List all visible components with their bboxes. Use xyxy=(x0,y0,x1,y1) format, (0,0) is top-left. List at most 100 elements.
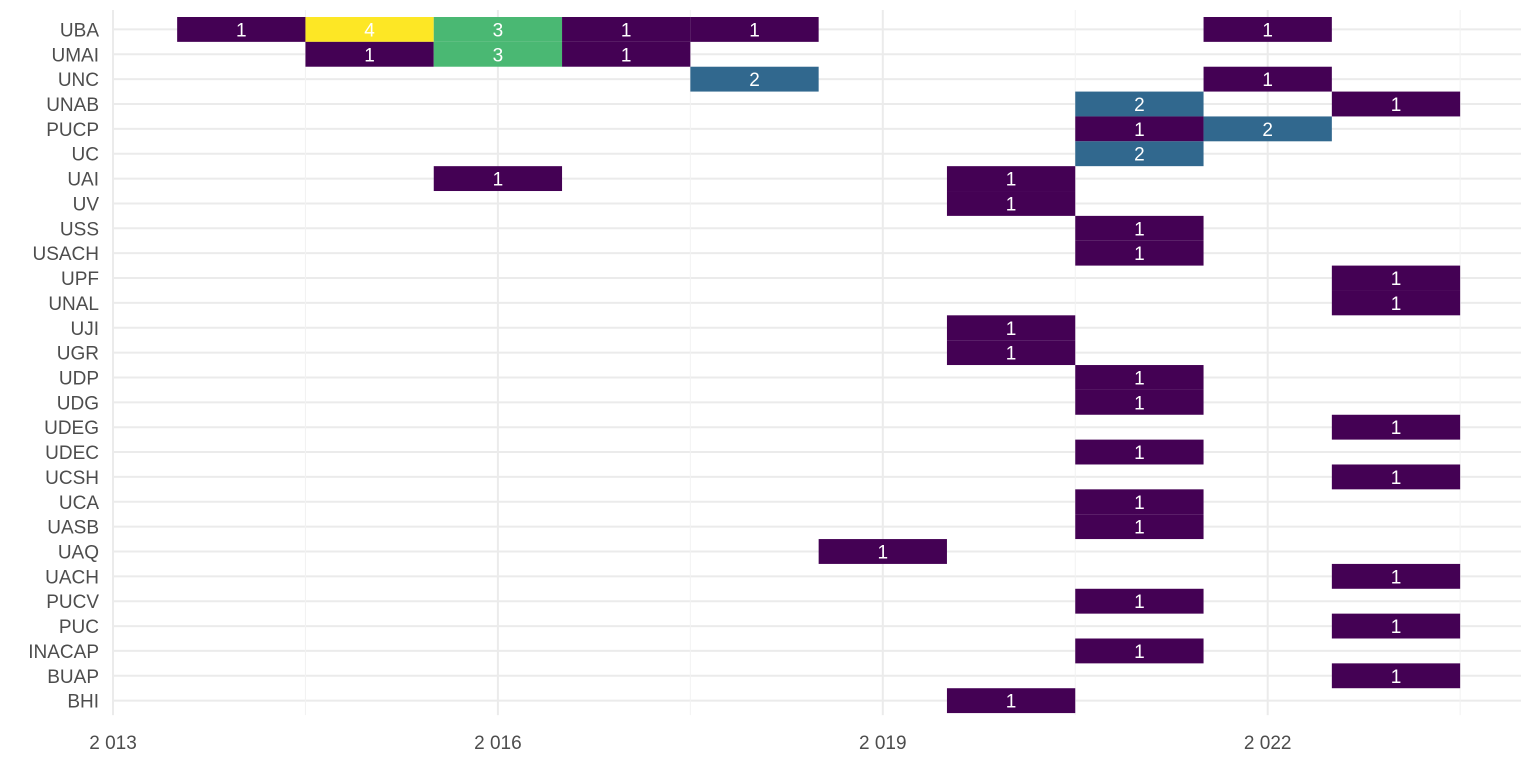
heatmap-cell xyxy=(1075,116,1204,142)
heatmap-cell xyxy=(562,17,691,42)
cell-value-label: 3 xyxy=(493,45,504,66)
heatmap-cell xyxy=(177,17,306,42)
y-tick-label: PUCP xyxy=(46,120,99,141)
y-tick-label: UACH xyxy=(45,567,99,588)
heatmap-cell xyxy=(1331,290,1461,316)
cell-value-label: 1 xyxy=(1391,294,1402,315)
y-tick-label: UC xyxy=(72,145,99,166)
cell-value-label: 4 xyxy=(364,20,375,41)
cell-value-label: 1 xyxy=(1391,468,1402,489)
y-tick-label: UPF xyxy=(61,269,99,290)
y-tick-label: PUCV xyxy=(46,592,99,613)
heatmap-cell xyxy=(690,17,819,42)
heatmap-cell xyxy=(1331,265,1461,291)
cell-value-label: 1 xyxy=(878,542,889,563)
x-tick-label: 2 022 xyxy=(1244,733,1292,754)
heatmap-cell xyxy=(1075,141,1204,167)
y-tick-label: UASB xyxy=(47,518,99,539)
heatmap-cell xyxy=(1075,489,1204,515)
heatmap-cell xyxy=(433,166,563,192)
y-tick-label: UGR xyxy=(57,344,99,365)
x-tick-label: 2 019 xyxy=(859,733,907,754)
cell-value-label: 1 xyxy=(1391,418,1402,439)
cell-value-label: 1 xyxy=(1006,170,1017,191)
cell-value-label: 1 xyxy=(1134,642,1145,663)
cell-value-label: 1 xyxy=(236,20,247,41)
heatmap-cell xyxy=(946,688,1076,714)
heatmap-cell xyxy=(946,191,1076,216)
heatmap-cell xyxy=(1203,17,1332,42)
cell-value-label: 1 xyxy=(493,170,504,191)
heatmap-cell xyxy=(1075,638,1204,664)
cell-value-label: 3 xyxy=(493,20,504,41)
heatmap-cell xyxy=(1203,66,1332,92)
cell-value-label: 2 xyxy=(1134,145,1145,166)
cell-value-label: 1 xyxy=(1006,692,1017,713)
heatmap-cell xyxy=(1075,514,1204,540)
y-tick-label: UBA xyxy=(60,20,99,41)
heatmap-cell xyxy=(433,41,563,67)
cell-value-label: 1 xyxy=(1262,20,1273,41)
y-tick-label: UV xyxy=(73,194,100,215)
y-tick-label: UJI xyxy=(71,319,100,340)
cell-value-label: 1 xyxy=(1006,194,1017,215)
y-tick-label: UDEC xyxy=(45,443,99,464)
y-tick-label: UNAL xyxy=(48,294,99,315)
cell-value-label: 1 xyxy=(1134,518,1145,539)
heatmap-cell xyxy=(946,315,1076,341)
heatmap-cell xyxy=(946,166,1076,192)
heatmap-cell xyxy=(1075,439,1204,465)
y-axis-labels: UBA UMAI UNC UNAB PUCP UC UAI UV USS USACH UPF UNAL… xyxy=(28,20,99,712)
y-tick-label: USACH xyxy=(32,244,99,265)
heatmap-cell xyxy=(1331,663,1461,689)
y-tick-label: UAQ xyxy=(58,542,99,563)
x-tick-label: 2 016 xyxy=(474,733,522,754)
cell-value-label: 1 xyxy=(1134,443,1145,464)
heatmap-cell xyxy=(305,17,434,42)
cell-value-label: 1 xyxy=(1134,393,1145,414)
heatmap-cell xyxy=(946,340,1076,366)
cell-value-label: 1 xyxy=(1134,219,1145,240)
y-tick-label: PUC xyxy=(59,617,99,638)
cell-value-label: 1 xyxy=(1134,592,1145,613)
heatmap-cell xyxy=(690,66,819,92)
heatmap-cell xyxy=(433,17,563,42)
y-tick-label: UDEG xyxy=(44,418,99,439)
grid-lines xyxy=(112,10,1521,716)
y-tick-label: UNAB xyxy=(46,95,99,116)
y-tick-label: UDP xyxy=(59,368,99,389)
cell-value-label: 1 xyxy=(364,45,375,66)
heatmap-cell xyxy=(1203,116,1332,142)
heatmap-cell xyxy=(1331,613,1461,639)
heatmap-cell xyxy=(1075,588,1204,614)
heatmap-cell xyxy=(1075,91,1204,117)
x-axis-labels: 2 013 2 016 2 019 2 022 xyxy=(89,733,1291,754)
cell-value-label: 1 xyxy=(1134,120,1145,141)
y-tick-label: USS xyxy=(60,219,99,240)
heatmap-cell xyxy=(1331,91,1461,117)
cell-value-label: 2 xyxy=(1134,95,1145,116)
cell-value-label: 1 xyxy=(1391,567,1402,588)
heatmap-cell xyxy=(1075,240,1204,266)
heatmap-cell xyxy=(562,41,691,67)
heatmap-cell xyxy=(1075,215,1204,241)
heatmap-cell xyxy=(1075,389,1204,415)
cell-value-label: 1 xyxy=(1391,617,1402,638)
cell-value-label: 1 xyxy=(749,20,760,41)
cell-value-label: 1 xyxy=(621,45,632,66)
cell-value-label: 1 xyxy=(1391,667,1402,688)
y-tick-label: BUAP xyxy=(47,667,99,688)
y-tick-label: UCSH xyxy=(45,468,99,489)
cell-value-label: 1 xyxy=(1262,70,1273,91)
heatmap-cell xyxy=(1331,464,1461,490)
y-tick-label: INACAP xyxy=(28,642,99,663)
heatmap-cell xyxy=(1331,414,1461,440)
cell-value-label: 1 xyxy=(621,20,632,41)
x-tick-label: 2 013 xyxy=(89,733,137,754)
cell-value-label: 1 xyxy=(1391,269,1402,290)
y-tick-label: BHI xyxy=(67,692,99,713)
cell-value-label: 2 xyxy=(1262,120,1273,141)
heatmap-cell xyxy=(1075,365,1204,390)
cell-value-label: 2 xyxy=(749,70,760,91)
